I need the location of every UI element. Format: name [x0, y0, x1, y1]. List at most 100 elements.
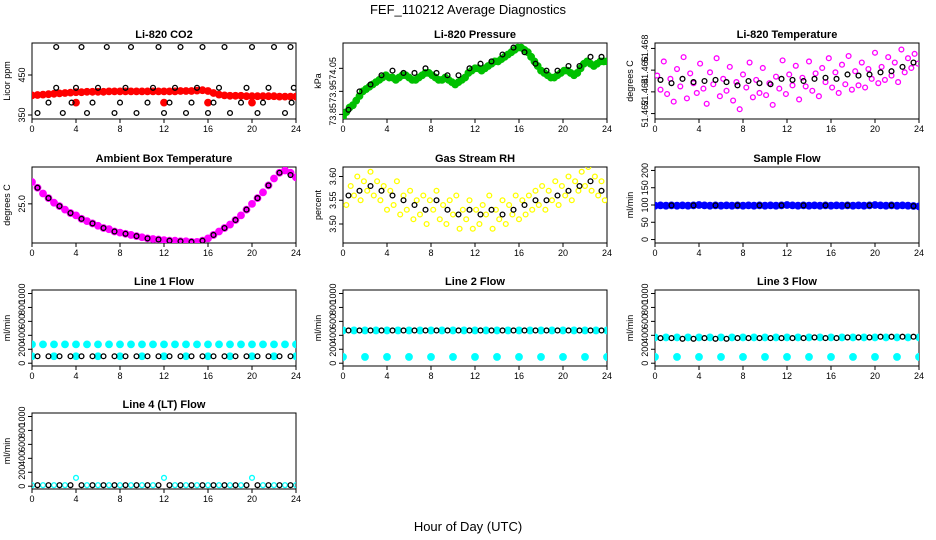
point-avg [756, 335, 763, 342]
point-all [204, 340, 212, 349]
point-all [357, 197, 364, 204]
point-all [292, 482, 296, 489]
point-all [570, 326, 578, 335]
point-all [350, 192, 358, 199]
point-all [248, 98, 256, 107]
point-all [248, 340, 256, 349]
point-avg [521, 201, 528, 209]
point-all [361, 326, 369, 335]
point-all [466, 197, 473, 204]
point-all [749, 94, 756, 101]
x-tick-label: 16 [203, 371, 213, 381]
point-avg [499, 51, 506, 58]
point-all [127, 482, 135, 489]
point-all [683, 95, 690, 102]
point-all [515, 216, 523, 223]
point-all [105, 340, 113, 349]
x-tick-label: 16 [203, 248, 213, 258]
point-all [105, 482, 113, 489]
panel-temp: Li-820 Temperature degrees C 0 4 8 12 16 20 24 51… [625, 29, 924, 134]
point-all [50, 352, 58, 361]
y-tick-label: 0 [640, 237, 650, 242]
x-tick-label: 16 [514, 248, 524, 258]
point-avg [499, 327, 506, 334]
y-tick-label: 1000 [640, 283, 650, 303]
point-all [535, 201, 542, 209]
y-tick-label: 0 [328, 361, 338, 366]
point-all [871, 333, 879, 342]
y-tick-label: 3.60 [328, 168, 338, 186]
y-axis-label: kPa [313, 73, 323, 89]
point-all [819, 64, 826, 72]
point-avg [510, 44, 517, 51]
point-all [383, 206, 391, 213]
x-tick-label: 12 [159, 494, 169, 504]
point-avg [133, 233, 140, 240]
point-avg [34, 353, 41, 360]
point-all [215, 482, 223, 489]
point-all [537, 353, 545, 361]
plot-title: Li-820 Pressure [434, 29, 516, 41]
point-all [193, 340, 201, 349]
point-all [400, 192, 407, 199]
point-avg [133, 109, 140, 117]
point-all [237, 211, 245, 220]
y-tick-label: 400 [17, 328, 27, 343]
point-all [215, 227, 223, 236]
x-tick-label: 12 [782, 371, 792, 381]
y-axis-label: degrees C [625, 60, 635, 102]
point-avg [576, 62, 583, 70]
point-all [756, 89, 763, 96]
point-all [893, 333, 901, 342]
x-tick-label: 24 [602, 248, 612, 258]
point-all [588, 187, 595, 194]
point-all [512, 192, 519, 199]
point-avg [723, 79, 730, 86]
point-avg [243, 84, 250, 91]
point-avg [94, 84, 102, 91]
x-tick-label: 20 [247, 248, 257, 258]
point-avg [800, 77, 807, 85]
point-avg [226, 109, 234, 117]
point-all [825, 55, 832, 62]
point-avg [587, 327, 594, 334]
point-all [420, 192, 427, 199]
x-tick-label: 0 [652, 371, 657, 381]
point-avg [701, 335, 708, 342]
point-avg [532, 60, 539, 67]
point-all [94, 482, 102, 489]
point-avg [910, 59, 917, 66]
point-avg [45, 99, 52, 106]
point-all [292, 173, 296, 182]
x-tick-label: 24 [291, 371, 301, 381]
point-avg [144, 99, 151, 106]
point-all [226, 340, 234, 349]
point-all [794, 333, 802, 342]
point-avg [144, 353, 151, 360]
point-avg [100, 224, 107, 232]
point-all [717, 333, 725, 342]
x-tick-label: 0 [29, 371, 34, 381]
point-all [832, 69, 839, 76]
point-all [471, 326, 479, 335]
point-avg [877, 333, 884, 340]
point-avg [111, 353, 118, 360]
point-all [782, 90, 789, 98]
point-all [489, 225, 496, 232]
point-all [204, 482, 212, 489]
point-avg [598, 187, 605, 194]
point-avg [712, 202, 719, 209]
point-all [730, 97, 737, 104]
point-avg [45, 195, 52, 202]
y-tick-label: 0 [17, 361, 27, 366]
data-points [32, 167, 296, 243]
point-avg [243, 353, 250, 360]
panel-pressure: Li-820 Pressure kPa 0 4 8 12 16 20 24 73.8573.957… [313, 29, 612, 134]
point-all [367, 168, 374, 175]
point-all [871, 49, 879, 56]
point-all [815, 93, 822, 100]
x-tick-label: 24 [914, 124, 924, 134]
point-avg [270, 43, 278, 51]
point-avg [734, 202, 741, 209]
point-all [693, 89, 700, 96]
